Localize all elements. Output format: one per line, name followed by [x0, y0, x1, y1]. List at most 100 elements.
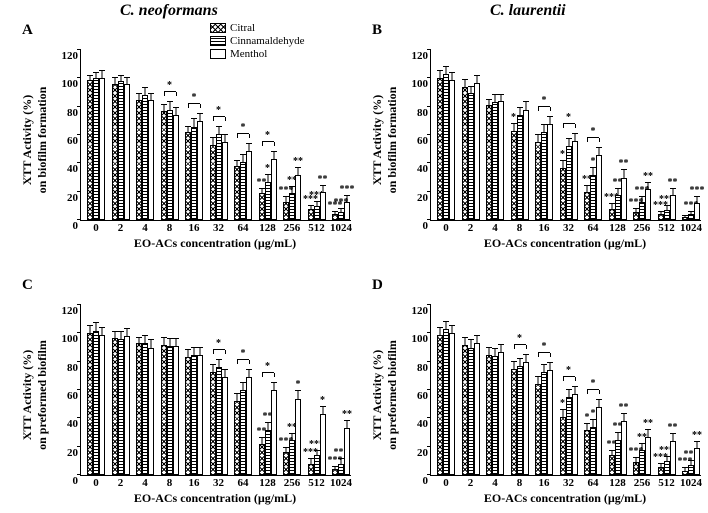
bar: [523, 110, 529, 221]
xtick: 1024: [680, 220, 702, 234]
plot-B: 0204060801001200248*16*32**64****128****…: [430, 50, 701, 221]
xtick: 1024: [330, 220, 352, 234]
xtick: 2: [118, 220, 124, 234]
bar: [547, 370, 553, 475]
bar: [295, 175, 301, 220]
ytick: 100: [412, 333, 432, 345]
ytick: 20: [417, 192, 431, 204]
ytick: 120: [412, 50, 432, 62]
ytick: 60: [67, 135, 81, 147]
bar: [596, 155, 602, 220]
xlabel: EO-ACs concentration (µg/mL): [430, 236, 700, 251]
xtick: 8: [517, 475, 523, 489]
xtick: 0: [443, 220, 449, 234]
bar: [320, 192, 326, 220]
ylabel: XTT Activity (%)on biofilm formation: [20, 65, 50, 215]
ytick: 0: [73, 475, 82, 487]
sig-mark: **: [668, 422, 678, 433]
sig-bracket-mark: *: [566, 365, 571, 376]
bar: [498, 352, 504, 475]
sig-mark: **: [643, 171, 653, 182]
bar: [246, 377, 252, 475]
xtick: 256: [284, 475, 301, 489]
bar: [222, 377, 228, 475]
ytick: 80: [67, 362, 81, 374]
ytick: 0: [73, 220, 82, 232]
ytick: 60: [417, 390, 431, 402]
ytick: 20: [417, 447, 431, 459]
title-left: C. neoformans: [120, 2, 218, 20]
bar: [694, 448, 700, 475]
sig-mark: **: [643, 418, 653, 429]
xtick: 256: [634, 220, 651, 234]
xtick: 1024: [330, 475, 352, 489]
sig-mark: *: [591, 408, 596, 419]
legend-label: Citral: [230, 22, 255, 34]
ylabel: XTT Activity (%)on preformed biofilm: [20, 320, 50, 470]
sig-bracket-mark: *: [216, 338, 221, 349]
sig-mark: **: [342, 409, 352, 420]
ytick: 100: [412, 78, 432, 90]
ytick: 80: [417, 362, 431, 374]
xtick: 32: [213, 475, 224, 489]
sig-bracket-mark: *: [591, 126, 596, 137]
xtick: 128: [259, 220, 276, 234]
ytick: 120: [62, 50, 82, 62]
bar: [572, 394, 578, 475]
ytick: 60: [67, 390, 81, 402]
sig-mark: **: [668, 177, 678, 188]
bar: [547, 124, 553, 220]
xtick: 16: [539, 475, 550, 489]
xlabel: EO-ACs concentration (µg/mL): [430, 491, 700, 506]
bar: [694, 203, 700, 220]
ytick: 40: [67, 163, 81, 175]
xtick: 256: [284, 220, 301, 234]
xtick: 128: [609, 475, 626, 489]
sig-mark: **: [619, 158, 629, 169]
sig-bracket-mark: *: [241, 122, 246, 133]
legend-swatch: [210, 36, 226, 46]
bar: [344, 428, 350, 475]
bar: [572, 141, 578, 220]
xtick: 4: [492, 220, 498, 234]
panel-label-C: C: [22, 277, 33, 294]
bar: [320, 414, 326, 475]
ytick: 100: [62, 333, 82, 345]
xtick: 512: [308, 475, 325, 489]
ytick: 0: [423, 475, 432, 487]
sig-mark: ***: [690, 185, 705, 196]
sig-mark: *: [560, 398, 565, 409]
bar: [124, 336, 130, 475]
sig-mark: *: [511, 112, 516, 123]
xtick: 64: [238, 475, 249, 489]
xtick: 2: [468, 220, 474, 234]
bar: [271, 159, 277, 220]
bar: [596, 407, 602, 475]
ytick: 60: [417, 135, 431, 147]
xtick: 2: [118, 475, 124, 489]
xtick: 0: [93, 220, 99, 234]
bar: [99, 335, 105, 475]
sig-mark: **: [619, 402, 629, 413]
bar: [173, 115, 179, 220]
legend-swatch: [210, 23, 226, 33]
plot-D: 0204060801001200248*16*32**64***128*****…: [430, 305, 701, 476]
title-right: C. laurentii: [490, 2, 566, 20]
sig-bracket-mark: *: [517, 333, 522, 344]
plot-A: 0204060801001200248*16*32*64*128****256*…: [80, 50, 351, 221]
ytick: 100: [62, 78, 82, 90]
xtick: 128: [259, 475, 276, 489]
ytick: 80: [67, 107, 81, 119]
bar: [246, 151, 252, 220]
ytick: 120: [62, 305, 82, 317]
xtick: 64: [588, 220, 599, 234]
sig-bracket-mark: *: [591, 378, 596, 389]
bar: [645, 437, 651, 475]
sig-mark: **: [293, 156, 303, 167]
sig-mark: ***: [340, 184, 355, 195]
sig-mark: **: [692, 430, 702, 441]
panel-label-D: D: [372, 277, 383, 294]
sig-mark: *: [591, 156, 596, 167]
ytick: 20: [67, 192, 81, 204]
ytick: 40: [417, 418, 431, 430]
